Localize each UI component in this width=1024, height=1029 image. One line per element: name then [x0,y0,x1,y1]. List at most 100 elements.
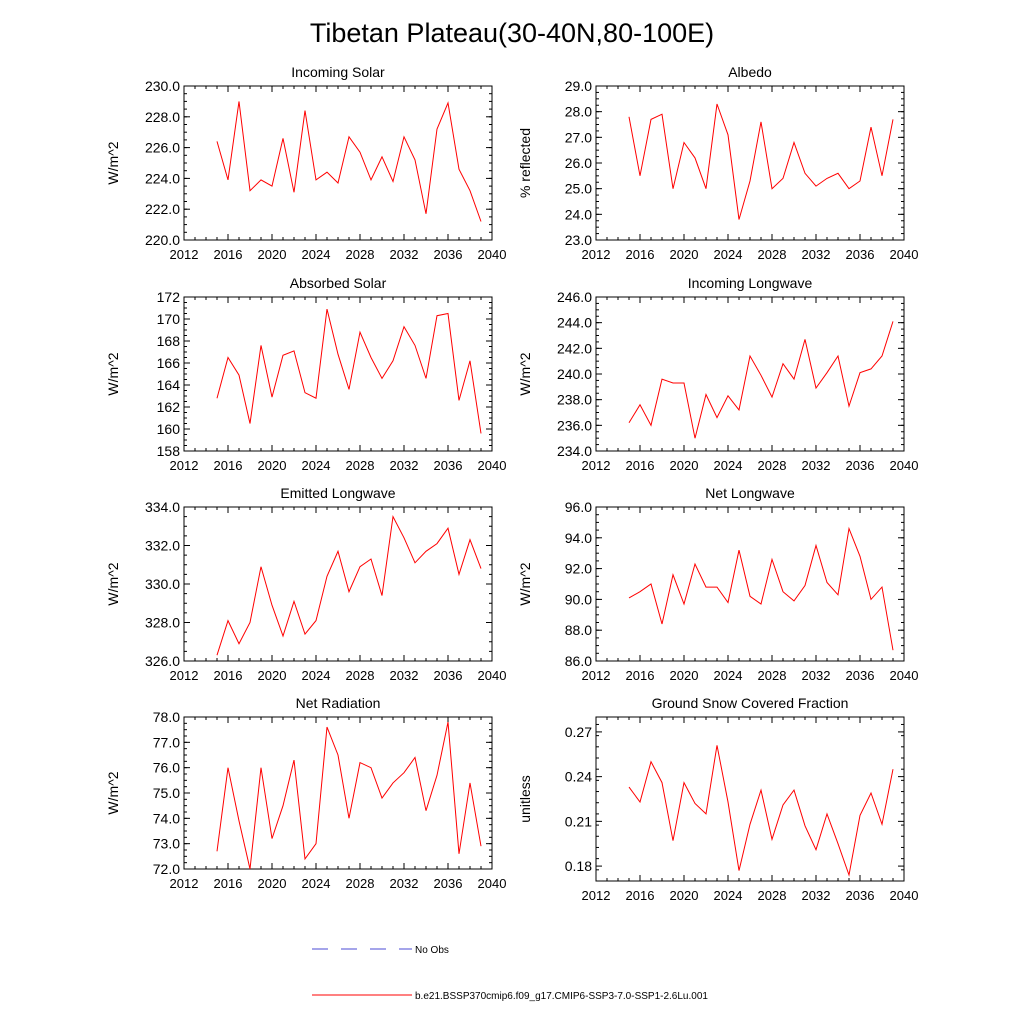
emitted-longwave-y-tick-label: 334.0 [145,499,180,515]
albedo-x-tick-label: 2028 [758,247,787,262]
albedo-title: Albedo [728,64,772,80]
ground-snow-covered-fraction-series-line [628,745,894,877]
absorbed-solar-y-axis-label: W/m^2 [105,352,121,395]
incoming-longwave-y-tick-label: 246.0 [557,289,592,305]
net-radiation-y-tick-label: 77.0 [153,734,180,750]
incoming-solar-y-tick-label: 228.0 [145,109,180,125]
incoming-longwave-x-tick-label: 2040 [890,458,919,473]
net-longwave-x-tick-label: 2036 [846,668,875,683]
net-longwave-y-tick-label: 88.0 [565,622,592,638]
incoming-longwave-x-tick-label: 2036 [846,458,875,473]
incoming-longwave-y-tick-label: 238.0 [557,392,592,408]
incoming-solar-x-tick-label: 2024 [302,247,331,262]
incoming-longwave-x-tick-label: 2020 [670,458,699,473]
net-longwave-series-line [628,526,894,651]
legend: No Obs b.e21.BSSP370cmip6.f09_g17.CMIP6-… [312,945,708,1002]
ground-snow-covered-fraction-title: Ground Snow Covered Fraction [652,695,849,711]
emitted-longwave-y-axis-label: W/m^2 [105,562,121,605]
net-radiation-y-tick-label: 78.0 [153,709,180,725]
albedo-y-tick-label: 25.0 [565,181,592,197]
incoming-longwave-x-tick-label: 2028 [758,458,787,473]
incoming-longwave-y-axis-label: W/m^2 [517,352,533,395]
absorbed-solar-plot-frame [183,296,493,452]
absorbed-solar-y-tick-label: 166 [157,355,181,371]
emitted-longwave-y-tick-label: 328.0 [145,615,180,631]
absorbed-solar-x-tick-label: 2032 [390,458,419,473]
albedo-x-tick-label: 2024 [714,247,743,262]
net-longwave-y-axis-label: W/m^2 [517,562,533,605]
absorbed-solar-y-tick-label: 160 [157,421,181,437]
ground-snow-covered-fraction-y-tick-label: 0.18 [565,858,592,874]
incoming-longwave-y-tick-label: 242.0 [557,340,592,356]
absorbed-solar-x-tick-label: 2040 [478,458,507,473]
ground-snow-covered-fraction-y-axis-label: unitless [517,775,533,822]
albedo-x-tick-label: 2012 [582,247,611,262]
net-radiation-plot-frame [183,716,493,870]
net-longwave-x-tick-label: 2028 [758,668,787,683]
albedo-x-tick-label: 2016 [626,247,655,262]
incoming-longwave-panel: Incoming Longwave W/m^2 2012 2016 2020 2024 20… [517,275,918,473]
absorbed-solar-x-tick-label: 2028 [346,458,375,473]
emitted-longwave-x-tick-label: 2028 [346,668,375,683]
ground-snow-covered-fraction-x-tick-label: 2016 [626,888,655,903]
emitted-longwave-x-tick-label: 2036 [434,668,463,683]
net-longwave-y-tick-label: 94.0 [565,530,592,546]
absorbed-solar-x-tick-label: 2016 [214,458,243,473]
net-longwave-x-tick-label: 2032 [802,668,831,683]
albedo-y-axis-label: % reflected [517,128,533,198]
net-radiation-x-tick-label: 2020 [258,876,287,891]
net-radiation-x-tick-label: 2016 [214,876,243,891]
incoming-longwave-x-tick-label: 2012 [582,458,611,473]
absorbed-solar-y-tick-label: 170 [157,311,181,327]
albedo-x-tick-label: 2036 [846,247,875,262]
net-longwave-x-tick-label: 2024 [714,668,743,683]
albedo-y-tick-label: 24.0 [565,206,592,222]
incoming-longwave-y-tick-label: 234.0 [557,443,592,459]
incoming-solar-title: Incoming Solar [291,64,385,80]
absorbed-solar-series-line [216,308,482,434]
emitted-longwave-x-tick-label: 2016 [214,668,243,683]
absorbed-solar-panel: Absorbed Solar W/m^2 2012 2016 2020 2024 2028 2… [105,275,506,473]
incoming-longwave-y-tick-label: 244.0 [557,315,592,331]
emitted-longwave-y-tick-label: 332.0 [145,538,180,554]
incoming-solar-y-tick-label: 222.0 [145,201,180,217]
incoming-solar-x-tick-label: 2012 [170,247,199,262]
incoming-solar-y-axis-label: W/m^2 [105,141,121,184]
ground-snow-covered-fraction-x-tick-label: 2012 [582,888,611,903]
absorbed-solar-y-tick-label: 168 [157,333,181,349]
legend-model-label: b.e21.BSSP370cmip6.f09_g17.CMIP6-SSP3-7.… [415,991,708,1002]
ground-snow-covered-fraction-y-tick-label: 0.24 [565,769,592,785]
net-radiation-y-tick-label: 72.0 [153,861,180,877]
emitted-longwave-series-line [216,514,482,656]
incoming-longwave-y-tick-label: 236.0 [557,417,592,433]
albedo-x-tick-label: 2020 [670,247,699,262]
net-radiation-y-tick-label: 74.0 [153,810,180,826]
absorbed-solar-x-tick-label: 2024 [302,458,331,473]
ground-snow-covered-fraction-x-tick-label: 2028 [758,888,787,903]
incoming-longwave-x-tick-label: 2024 [714,458,743,473]
figure-title: Tibetan Plateau(30-40N,80-100E) [310,18,714,48]
net-radiation-x-tick-label: 2012 [170,876,199,891]
net-longwave-y-tick-label: 90.0 [565,591,592,607]
emitted-longwave-x-tick-label: 2024 [302,668,331,683]
absorbed-solar-y-tick-label: 158 [157,443,181,459]
net-longwave-x-tick-label: 2020 [670,668,699,683]
emitted-longwave-x-tick-label: 2020 [258,668,287,683]
absorbed-solar-x-tick-label: 2020 [258,458,287,473]
incoming-longwave-x-tick-label: 2016 [626,458,655,473]
net-radiation-y-axis-label: W/m^2 [105,771,121,814]
net-radiation-series-line [216,721,482,870]
ground-snow-covered-fraction-y-tick-label: 0.21 [565,813,592,829]
ground-snow-covered-fraction-y-tick-label: 0.27 [565,724,592,740]
incoming-solar-y-tick-label: 230.0 [145,78,180,94]
net-radiation-x-tick-label: 2024 [302,876,331,891]
incoming-solar-x-tick-label: 2028 [346,247,375,262]
albedo-y-tick-label: 27.0 [565,129,592,145]
net-radiation-panel: Net Radiation W/m^2 2012 2016 2020 2024 2028 20… [105,695,506,891]
ground-snow-covered-fraction-plot-frame [595,716,905,882]
albedo-y-tick-label: 23.0 [565,232,592,248]
ground-snow-covered-fraction-x-tick-label: 2040 [890,888,919,903]
emitted-longwave-x-tick-label: 2012 [170,668,199,683]
